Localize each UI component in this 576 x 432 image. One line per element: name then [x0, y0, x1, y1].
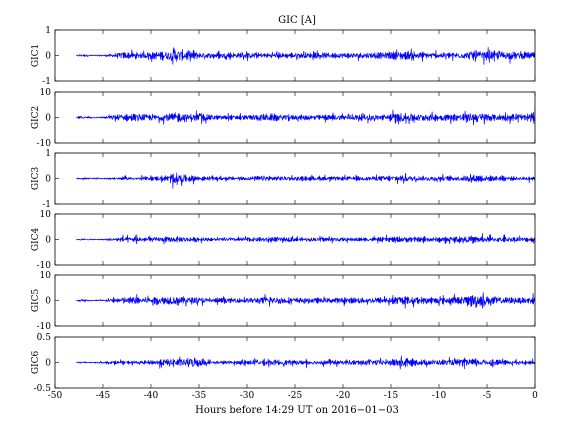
x-tick-label: -20 — [336, 391, 351, 401]
y-tick-label: -0.5 — [34, 384, 52, 394]
series-trace-gic5 — [76, 292, 535, 309]
x-tick-label: -25 — [288, 391, 303, 401]
y-tick-label: 0 — [45, 114, 51, 124]
chart-title: GIC [A] — [278, 15, 316, 26]
x-tick-label: -35 — [192, 391, 207, 401]
x-tick-label: -50 — [48, 391, 63, 401]
y-tick-label: 1 — [45, 26, 51, 36]
panel-gic2: -10 0 10 GIC2 — [31, 88, 536, 149]
panel-ylabel-gic5: GIC5 — [31, 289, 41, 313]
panel-gic4: -10 0 10 GIC4 — [31, 210, 536, 271]
x-tick-label: 0 — [532, 391, 538, 401]
series-trace-gic2 — [76, 106, 535, 126]
panel-ylabel-gic1: GIC1 — [31, 44, 41, 67]
y-tick-label: 10 — [40, 210, 52, 220]
y-tick-label: 10 — [40, 88, 52, 98]
y-tick-label: 0 — [45, 236, 51, 246]
y-tick-label: 0.5 — [37, 333, 52, 343]
panel-gic5: -10 0 10 GIC5 — [31, 271, 536, 332]
x-axis-label: Hours before 14:29 UT on 2016−01−03 — [195, 405, 399, 416]
series-trace-gic6 — [76, 355, 535, 370]
series-trace-gic1 — [75, 46, 535, 65]
x-tick-label: -10 — [432, 391, 447, 401]
panel-gic1: -1 0 1 GIC1 — [31, 26, 536, 87]
x-tick-label: -5 — [483, 391, 492, 401]
y-tick-label: 1 — [45, 149, 51, 159]
y-tick-label: -10 — [37, 322, 52, 332]
series-trace-gic4 — [76, 233, 535, 245]
y-tick-label: -10 — [37, 139, 52, 149]
y-tick-label: 0 — [45, 52, 51, 62]
y-tick-label: 0 — [45, 175, 51, 185]
panel-ylabel-gic2: GIC2 — [31, 106, 41, 129]
series-trace-gic3 — [76, 172, 535, 189]
y-tick-label: -1 — [42, 200, 51, 210]
x-tick-label: -15 — [384, 391, 399, 401]
x-tick-label: -45 — [96, 391, 111, 401]
panels-group: -101GIC1-10010GIC2-101GIC3-10010GIC4-100… — [31, 26, 538, 401]
y-tick-label: 10 — [40, 271, 52, 281]
y-tick-label: -1 — [42, 77, 51, 87]
panel-gic3: -1 0 1 GIC3 — [31, 149, 536, 210]
panel-ylabel-gic3: GIC3 — [31, 167, 41, 191]
y-tick-label: 0 — [45, 297, 51, 307]
y-tick-label: -10 — [37, 261, 52, 271]
y-tick-label: 0 — [45, 359, 51, 369]
x-tick-label: -40 — [144, 391, 159, 401]
panel-ylabel-gic4: GIC4 — [31, 228, 41, 252]
x-tick-label: -30 — [240, 391, 255, 401]
panel-ylabel-gic6: GIC6 — [31, 351, 41, 375]
